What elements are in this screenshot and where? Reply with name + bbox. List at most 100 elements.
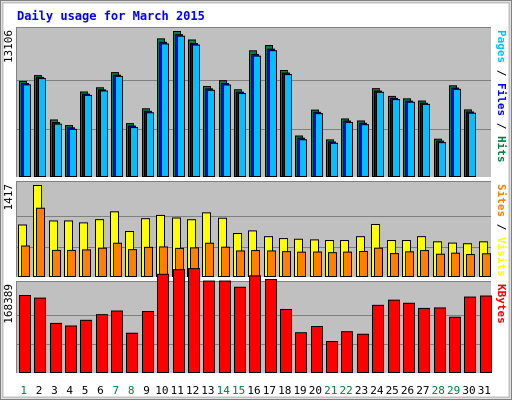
legend-entry: Sites [495, 184, 508, 217]
bar-kbytes [111, 310, 123, 374]
x-tick-label: 9 [143, 384, 150, 397]
bar-kbytes [50, 322, 62, 374]
x-tick-label: 1 [20, 384, 27, 397]
bar-pages [54, 123, 62, 177]
x-tick-label: 14 [217, 384, 231, 397]
axis-max-label: 1417 [2, 184, 15, 211]
x-tick-label: 29 [447, 384, 460, 397]
bar-kbytes [280, 308, 292, 373]
x-tick-label: 19 [293, 384, 306, 397]
x-tick-label: 6 [97, 384, 104, 397]
bar-sites [128, 249, 137, 277]
bar-pages [468, 112, 476, 178]
x-tick-label: 5 [82, 384, 89, 397]
x-tick-label: 8 [128, 384, 135, 397]
bar-pages [23, 84, 31, 177]
bar-kbytes [173, 269, 185, 374]
bar-sites [251, 250, 260, 277]
x-tick-label: 23 [355, 384, 368, 397]
x-tick-label: 31 [478, 384, 491, 397]
bar-sites [52, 249, 61, 277]
bar-pages [299, 139, 307, 178]
x-tick-label: 4 [66, 384, 73, 397]
bar-sites [405, 251, 414, 277]
bar-pages [161, 43, 169, 177]
bar-kbytes [372, 304, 384, 374]
legend-kbytes: KBytes [495, 284, 508, 324]
axis-max-label: 13106 [2, 30, 15, 63]
bar-pages [207, 89, 215, 177]
bar-sites [221, 246, 230, 277]
bar-sites [267, 250, 276, 278]
bar-pages [345, 122, 353, 177]
x-tick-label: 7 [112, 384, 119, 397]
bar-pages [315, 113, 323, 177]
bar-kbytes [126, 332, 138, 373]
panel-kbytes: 168389 KBytes [2, 268, 508, 374]
axis-max-label: 168389 [2, 284, 15, 324]
bar-pages [192, 44, 200, 178]
bar-kbytes [234, 286, 246, 374]
x-tick-label: 24 [370, 384, 384, 397]
x-tick-label: 16 [247, 384, 260, 397]
x-tick-label: 2 [36, 384, 43, 397]
legend-entry: / [495, 217, 508, 237]
bar-pages [392, 99, 400, 177]
bar-pages [422, 103, 430, 177]
bar-pages [438, 142, 446, 178]
bar-sites [451, 252, 460, 278]
bar-sites [313, 251, 322, 277]
x-tick-label: 21 [324, 384, 337, 397]
legend-entry: Visits [495, 237, 508, 277]
bar-sites [359, 250, 368, 278]
bar-sites [21, 245, 30, 277]
chart-title: Daily usage for March 2015 [17, 9, 205, 23]
bar-pages [115, 75, 123, 177]
bar-sites [36, 207, 45, 277]
panel-visits-sites: 1417 Sites / Visits [2, 181, 508, 278]
bar-pages [146, 112, 154, 177]
bar-pages [38, 78, 46, 177]
bar-kbytes [188, 268, 200, 374]
bar-sites [436, 253, 445, 277]
bar-kbytes [464, 296, 476, 373]
bar-sites [282, 251, 291, 277]
bar-kbytes [65, 325, 77, 373]
x-tick-label: 3 [51, 384, 58, 397]
legend-entry: KBytes [495, 284, 508, 324]
bar-pages [330, 142, 338, 178]
panel-hits-files-pages: 13106 Pages / Files / Hits [2, 27, 508, 178]
x-tick-label: 20 [309, 384, 322, 397]
bar-sites [328, 252, 337, 278]
bar-pages [177, 35, 185, 178]
bar-pages [69, 128, 77, 177]
bar-sites [390, 253, 399, 277]
bar-sites [159, 246, 168, 277]
bar-kbytes [480, 295, 492, 374]
x-tick-label: 13 [201, 384, 214, 397]
x-tick-label: 15 [232, 384, 245, 397]
bar-kbytes [157, 273, 169, 373]
bar-pages [453, 88, 461, 177]
bar-sites [482, 253, 491, 277]
legend-entry: Pages [495, 30, 508, 63]
bar-kbytes [34, 297, 46, 373]
bar-sites [466, 254, 475, 277]
bar-kbytes [434, 307, 446, 373]
bar-kbytes [341, 331, 353, 374]
bar-pages [284, 74, 292, 177]
bar-sites [82, 249, 91, 277]
bar-kbytes [203, 280, 215, 373]
x-tick-label: 11 [171, 384, 184, 397]
x-tick-label: 17 [263, 384, 276, 397]
bar-kbytes [249, 275, 261, 374]
bar-sites [113, 242, 122, 278]
legend-entry: / [495, 116, 508, 136]
bar-kbytes [219, 280, 231, 373]
bar-kbytes [326, 341, 338, 373]
bar-kbytes [357, 333, 369, 373]
x-tick-label: 28 [432, 384, 445, 397]
bar-kbytes [311, 326, 323, 373]
